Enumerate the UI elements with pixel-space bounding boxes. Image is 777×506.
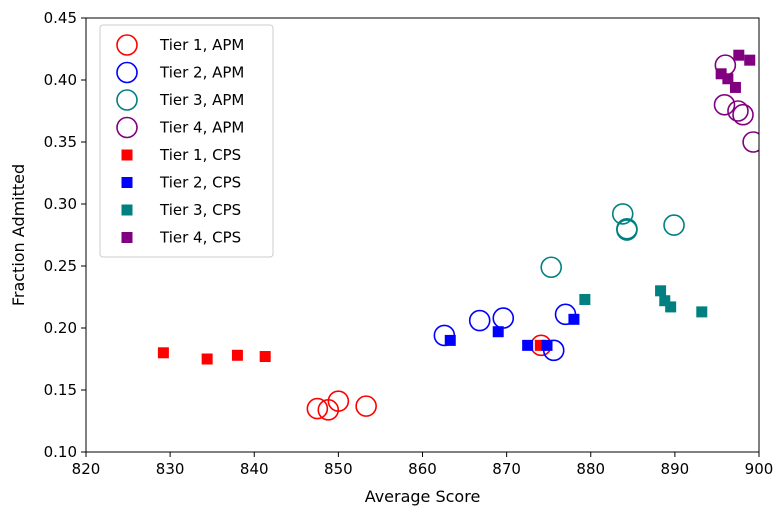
legend-marker-tier-3-apm: [116, 89, 138, 111]
x-tick-label-820: 820: [72, 460, 101, 478]
point-tier-3-cps-1: [655, 285, 667, 297]
legend-marker-tier-2-apm: [116, 61, 138, 84]
point-tier-4-cps-3: [733, 49, 745, 61]
legend-label-tier-3-cps: Tier 3, CPS: [159, 201, 241, 219]
x-tick-label-850: 850: [324, 460, 353, 478]
point-tier-1-apm-2: [327, 390, 350, 412]
point-tier-2-cps-3: [541, 339, 553, 351]
legend-label-tier-2-apm: Tier 2, APM: [159, 64, 244, 82]
x-tick-label-890: 890: [661, 460, 690, 478]
point-tier-1-cps-4: [534, 339, 546, 351]
point-tier-3-apm-0: [540, 256, 563, 279]
legend-label-tier-4-apm: Tier 4, APM: [159, 119, 244, 137]
legend-label-tier-1-cps: Tier 1, CPS: [159, 146, 241, 164]
legend-label-tier-2-cps: Tier 2, CPS: [159, 174, 241, 192]
legend-label-tier-1-apm: Tier 1, APM: [159, 36, 244, 54]
point-tier-4-apm-1: [713, 94, 736, 116]
legend-box: [99, 24, 274, 258]
point-tier-4-apm-2: [727, 100, 749, 122]
x-tick-label-860: 860: [408, 460, 437, 478]
point-tier-3-cps-4: [696, 306, 708, 318]
plot-area: [157, 49, 759, 421]
point-tier-4-apm-4: [742, 131, 759, 153]
point-tier-1-apm-3: [355, 395, 377, 417]
y-tick-label-0.10: 0.10: [44, 443, 77, 461]
point-tier-2-cps-0: [444, 334, 456, 346]
x-tick-label-880: 880: [576, 460, 605, 478]
x-axis-title: Average Score: [365, 487, 481, 506]
y-tick-label-0.30: 0.30: [44, 195, 77, 213]
legend-label-tier-3-apm: Tier 3, APM: [159, 91, 244, 109]
legend-marker-tier-1-apm: [116, 34, 138, 56]
x-tick-label-840: 840: [240, 460, 269, 478]
point-tier-2-cps-4: [568, 313, 580, 325]
x-tick-label-900: 900: [745, 460, 774, 478]
y-tick-label-0.20: 0.20: [44, 319, 77, 337]
point-tier-1-cps-1: [201, 353, 213, 365]
point-tier-4-cps-4: [744, 54, 756, 66]
point-tier-3-apm-4: [663, 214, 685, 236]
y-tick-label-0.40: 0.40: [44, 71, 77, 89]
point-tier-4-apm-3: [732, 103, 754, 126]
point-tier-1-cps-3: [259, 351, 271, 363]
point-tier-1-cps-0: [157, 347, 169, 359]
legend-marker-tier-4-cps: [121, 232, 133, 243]
point-tier-3-cps-3: [665, 301, 677, 313]
legend-marker-tier-1-cps: [121, 149, 133, 161]
legend-marker-tier-3-cps: [121, 204, 133, 216]
point-tier-3-apm-3: [616, 219, 638, 241]
legend-label-tier-4-cps: Tier 4, CPS: [159, 229, 241, 247]
point-tier-2-apm-1: [468, 309, 491, 332]
point-tier-3-cps-0: [579, 293, 591, 305]
x-tick-label-830: 830: [156, 460, 185, 478]
legend-marker-tier-2-cps: [121, 177, 133, 188]
legend: Tier 1, APM Tier 2, APM Tier 3, APM Tier 4,…: [99, 24, 274, 258]
point-tier-1-cps-2: [231, 349, 243, 361]
markers-group: [157, 49, 759, 421]
y-tick-label-0.35: 0.35: [44, 133, 77, 151]
y-tick-label-0.25: 0.25: [44, 257, 77, 275]
y-tick-label-0.15: 0.15: [44, 381, 77, 399]
axes: 820 830 840 850 860 870 880 890 900 0.10 0.15 0.20 0…: [44, 9, 774, 478]
point-tier-4-cps-0: [715, 68, 727, 80]
y-tick-label-0.45: 0.45: [44, 9, 77, 27]
point-tier-2-apm-2: [492, 307, 515, 329]
point-tier-2-cps-1: [492, 326, 504, 338]
point-tier-2-cps-2: [522, 339, 534, 351]
point-tier-1-apm-0: [306, 397, 329, 420]
x-tick-label-870: 870: [492, 460, 521, 478]
legend-marker-tier-4-apm: [116, 116, 138, 139]
point-tier-4-cps-2: [729, 81, 741, 93]
point-tier-4-cps-1: [722, 73, 734, 85]
y-axis-title: Fraction Admitted: [9, 164, 28, 306]
point-tier-3-apm-1: [611, 203, 634, 225]
point-tier-3-apm-2: [616, 218, 638, 240]
point-tier-3-cps-2: [659, 295, 671, 307]
